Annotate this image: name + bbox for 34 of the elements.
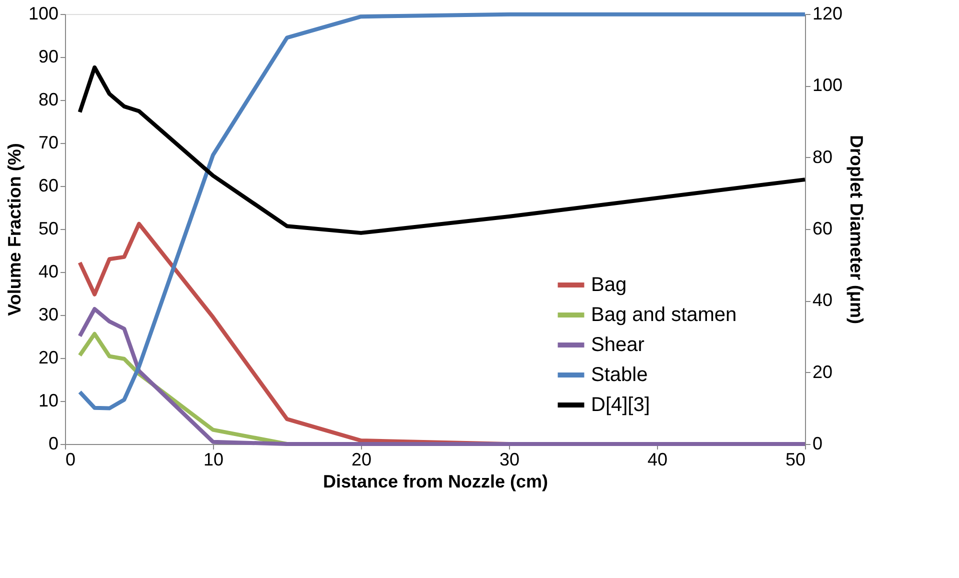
y-tick-label: 100 xyxy=(28,4,58,24)
legend-label: D[4][3] xyxy=(591,394,650,416)
y-tick-label: 20 xyxy=(38,348,58,368)
x-axis-title: Distance from Nozzle (cm) xyxy=(322,472,548,492)
y2-tick-label: 0 xyxy=(812,434,823,454)
y2-tick-label: 120 xyxy=(812,4,843,24)
y-tick-label: 40 xyxy=(38,262,58,282)
legend-label: Stable xyxy=(591,364,648,386)
y2-tick-label: 60 xyxy=(812,218,833,238)
y-tick-label: 10 xyxy=(38,390,58,410)
line-series xyxy=(78,65,807,235)
y-tick-label: 50 xyxy=(38,218,58,238)
y-tick-label: 0 xyxy=(48,434,58,454)
y-tick-label: 90 xyxy=(38,46,58,66)
y-axis-title: Volume Fraction (%) xyxy=(4,143,24,316)
y2-tick-label: 20 xyxy=(812,362,833,382)
x-tick-label: 30 xyxy=(499,450,520,470)
y2-tick-label: 40 xyxy=(812,290,833,310)
legend-label: Bag and stamen xyxy=(591,304,737,326)
legend-label: Shear xyxy=(591,334,645,356)
y-tick-label: 70 xyxy=(38,132,58,152)
y-tick-label: 30 xyxy=(38,304,58,324)
y2-tick-label: 100 xyxy=(812,75,843,96)
x-tick-label: 10 xyxy=(203,450,224,470)
line-series xyxy=(78,306,807,446)
x-tick-label: 0 xyxy=(66,450,76,470)
y2-axis-title: Droplet Diameter (μm) xyxy=(846,134,867,324)
legend-label: Bag xyxy=(591,274,627,296)
y-tick-label: 80 xyxy=(38,90,58,110)
y2-tick-label: 80 xyxy=(812,146,833,167)
x-tick-label: 20 xyxy=(351,450,372,470)
x-tick-label: 50 xyxy=(785,450,806,470)
y-tick-label: 60 xyxy=(38,176,58,196)
x-tick-label: 40 xyxy=(647,450,668,470)
